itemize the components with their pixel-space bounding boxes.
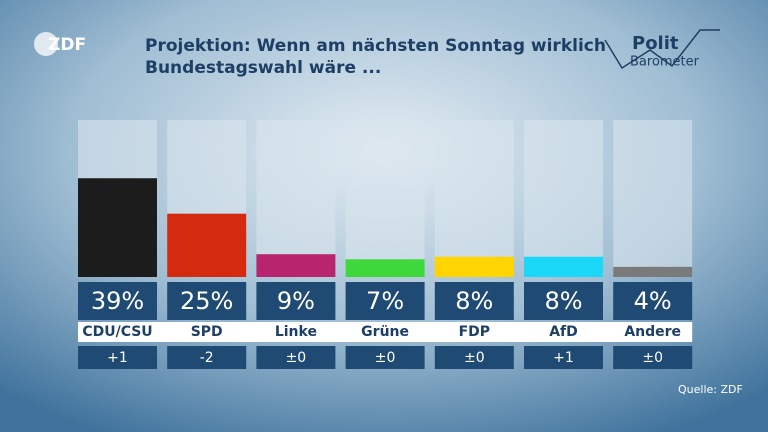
change-label: +1 (107, 350, 128, 366)
value-box (256, 282, 336, 320)
x-tick-label: Andere (624, 324, 681, 340)
bar (167, 213, 247, 277)
value-box (167, 282, 247, 320)
change-box (524, 346, 603, 369)
x-tick-label: SPD (191, 324, 223, 340)
bar-track (524, 120, 603, 277)
change-label: +1 (553, 350, 574, 366)
x-tick-label: FDP (459, 324, 490, 340)
value-box (434, 282, 514, 320)
brand-line (604, 29, 720, 70)
change-label: ±0 (464, 350, 485, 366)
value-label: 39% (91, 287, 144, 315)
value-label: 25% (180, 287, 233, 315)
change-label: -2 (200, 350, 214, 366)
label-strip (78, 322, 693, 342)
x-tick-label: Linke (275, 324, 317, 340)
value-label: 7% (366, 287, 404, 315)
brand: Barometer (630, 55, 700, 70)
bar (78, 178, 157, 277)
value-label: 8% (544, 287, 582, 315)
bar (613, 266, 693, 277)
value-label: 9% (277, 287, 315, 315)
change-box (434, 346, 514, 369)
bar (524, 256, 603, 277)
value-label: 4% (634, 287, 672, 315)
value-label: 8% (455, 287, 493, 315)
value-box (524, 282, 603, 320)
brand: Polit (632, 33, 679, 54)
change-label: ±0 (642, 350, 663, 366)
x-tick-label: AfD (549, 324, 578, 340)
x-tick-label: CDU/CSU (82, 324, 152, 340)
x-tick-label: Grüne (361, 324, 409, 340)
change-box (256, 346, 336, 369)
bar-track (256, 120, 336, 277)
change-box (345, 346, 425, 369)
change-box (613, 346, 693, 369)
logo: ZDF (48, 35, 86, 55)
change-label: ±0 (375, 350, 396, 366)
chart-title: Bundestagswahl wäre ... (145, 58, 381, 78)
chart-title: Projektion: Wenn am nächsten Sonntag wir… (145, 36, 606, 56)
bar (256, 254, 336, 277)
bar (434, 256, 514, 277)
source: Quelle: ZDF (678, 383, 743, 396)
bar-track (613, 120, 693, 277)
bar-track (434, 120, 514, 277)
change-label: ±0 (286, 350, 307, 366)
value-box (78, 282, 157, 320)
change-box (167, 346, 247, 369)
logo-mark (34, 32, 58, 56)
value-box (345, 282, 425, 320)
bar-track (345, 120, 425, 277)
change-box (78, 346, 157, 369)
bar (345, 259, 425, 277)
value-box (613, 282, 693, 320)
